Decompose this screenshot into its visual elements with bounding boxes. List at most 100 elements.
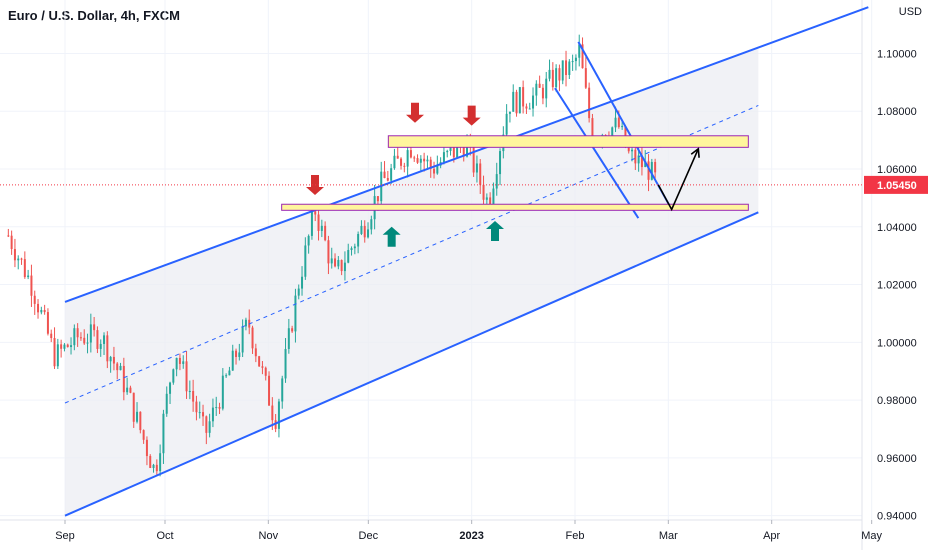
support-zone[interactable] — [281, 203, 749, 211]
channel-lower-line[interactable] — [64, 211, 759, 517]
y-tick-label: 1.00000 — [877, 337, 917, 349]
candle-body — [614, 117, 617, 128]
candle-body — [330, 258, 333, 264]
candle-body — [162, 413, 165, 454]
candle-body — [66, 344, 69, 348]
candle-body — [268, 375, 271, 406]
candle-body — [475, 163, 478, 173]
candle-body — [532, 95, 535, 109]
candle-body — [650, 161, 653, 180]
candle-body — [518, 87, 521, 114]
channel-midline[interactable] — [64, 104, 759, 404]
candle-body — [528, 108, 531, 110]
candle-body — [202, 412, 205, 417]
candle-body — [433, 168, 436, 174]
candle-body — [284, 348, 287, 379]
candle-body — [416, 158, 419, 163]
channel-upper-line[interactable] — [64, 6, 869, 303]
candle-body — [83, 337, 86, 344]
wedge-trendline[interactable] — [554, 87, 640, 219]
candle-body — [578, 44, 581, 58]
candle-body — [7, 235, 10, 237]
candle-body — [621, 125, 624, 128]
candle-body — [403, 165, 406, 167]
candle-body — [13, 249, 16, 261]
candle-body — [535, 83, 538, 96]
y-tick-label: 1.02000 — [877, 280, 917, 292]
x-tick-label: Feb — [566, 530, 585, 542]
resistance-zone[interactable] — [387, 135, 749, 148]
candle-body — [561, 60, 564, 81]
candle-body — [116, 363, 119, 371]
candle-body — [43, 310, 46, 313]
candle-body — [390, 168, 393, 181]
candle-body — [541, 87, 544, 99]
candle-body — [647, 161, 650, 180]
candle-body — [334, 258, 337, 267]
up-arrow-icon[interactable] — [382, 226, 401, 247]
candle-body — [640, 155, 643, 168]
candle-body — [188, 390, 191, 392]
candle-body — [363, 225, 366, 238]
candle-body — [258, 356, 261, 367]
candle-body — [218, 407, 221, 409]
up-arrow-icon[interactable] — [486, 221, 504, 241]
candle-body — [244, 319, 247, 327]
candle-body — [337, 260, 340, 267]
candle-body — [466, 143, 469, 157]
candle-body — [413, 157, 416, 159]
candle-body — [129, 387, 132, 393]
candle-body — [40, 310, 43, 313]
candle-body — [192, 390, 195, 402]
candle-body — [492, 188, 495, 206]
candle-body — [225, 375, 228, 377]
candle-body — [53, 338, 56, 367]
candle-body — [169, 382, 172, 394]
candle-body — [23, 259, 26, 278]
candle-body — [525, 106, 528, 109]
candle-body — [27, 275, 30, 278]
candle-body — [93, 324, 96, 331]
candle-body — [324, 225, 327, 241]
y-tick-label: 1.10000 — [877, 48, 917, 60]
candle-body — [139, 411, 142, 431]
candle-body — [423, 158, 426, 162]
chart-title: Euro / U.S. Dollar, 4h, FXCM — [8, 8, 180, 23]
candle-body — [452, 147, 455, 158]
current-price-tag — [864, 175, 928, 194]
candle-body — [631, 149, 634, 152]
candle-body — [89, 324, 92, 343]
down-arrow-icon[interactable] — [406, 102, 424, 123]
candle-body — [495, 174, 498, 189]
candle-body — [340, 260, 343, 272]
candle-body — [551, 69, 554, 88]
candle-body — [383, 171, 386, 179]
candle-body — [30, 275, 33, 296]
candle-body — [568, 61, 571, 75]
y-tick-label: 1.06000 — [877, 164, 917, 176]
candle-body — [396, 155, 399, 159]
candle-body — [644, 161, 647, 168]
candle-body — [446, 150, 449, 153]
candle-body — [654, 161, 657, 173]
projection-arrowhead-icon — [690, 147, 700, 158]
candle-body — [63, 344, 66, 349]
downtrend-line[interactable] — [577, 41, 673, 210]
candle-body — [20, 258, 23, 260]
x-tick-label: May — [861, 530, 882, 542]
candle-body — [301, 276, 304, 289]
candle-body — [291, 328, 294, 332]
candle-body — [221, 375, 224, 409]
candle-body — [159, 453, 162, 472]
candle-body — [208, 421, 211, 433]
candle-body — [46, 312, 49, 334]
candle-body — [106, 335, 109, 362]
projection-path[interactable] — [657, 148, 700, 212]
candle-body — [574, 57, 577, 62]
down-arrow-icon[interactable] — [462, 105, 481, 126]
candle-body — [178, 357, 181, 364]
candle-body — [406, 150, 409, 167]
candle-body — [353, 246, 356, 249]
candle-body — [205, 416, 208, 433]
